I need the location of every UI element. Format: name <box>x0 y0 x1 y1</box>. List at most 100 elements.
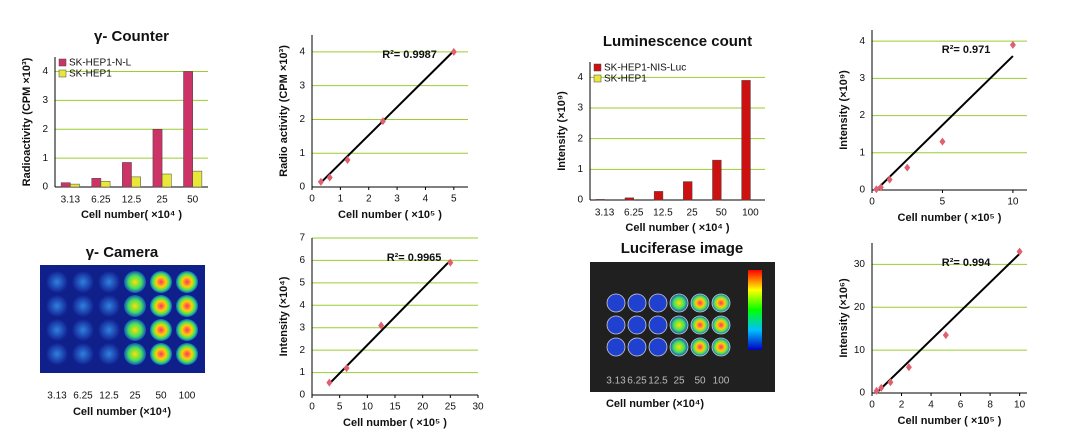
legend-label: SK-HEP1 <box>604 74 647 85</box>
well-spot <box>176 295 198 317</box>
point <box>873 185 880 194</box>
well-spot <box>124 295 146 317</box>
x-tick-label: 5 <box>337 402 343 413</box>
x-tick-label: 30 <box>472 402 484 413</box>
point <box>343 364 350 373</box>
annotation: R²= 0.971 <box>942 44 991 56</box>
legend-swatch <box>593 63 602 72</box>
y-tick-label: 7 <box>299 233 305 244</box>
x-tick-label: 20 <box>417 402 429 413</box>
well-spot <box>606 315 626 335</box>
well-spot <box>46 295 68 317</box>
y-tick-label: 0 <box>859 388 865 399</box>
point <box>904 163 911 172</box>
well-spot <box>124 343 146 365</box>
well-spot <box>98 295 120 317</box>
well-spot <box>627 315 647 335</box>
y-tick-label: 2 <box>299 114 305 125</box>
well-spot <box>690 293 710 313</box>
x-tick-label: 0 <box>309 402 315 413</box>
y-tick-label: 3 <box>299 80 305 91</box>
y-tick-label: 10 <box>854 345 866 356</box>
well-spot <box>690 315 710 335</box>
y-axis-label: Radio activity (CPM ×10³) <box>278 45 290 177</box>
bar <box>60 182 71 188</box>
image-tick-label: 6.25 <box>627 376 647 387</box>
well-spot <box>627 337 647 357</box>
x-axis-label: Cell number( ×10⁴ ) <box>81 209 182 221</box>
legend-swatch <box>593 74 602 83</box>
x-tick-label: 3 <box>394 194 400 205</box>
x-tick-label: 10 <box>362 402 374 413</box>
x-axis-label: Cell number ( ×10⁵ ) <box>898 415 1002 427</box>
y-tick-label: 0 <box>299 182 305 193</box>
point <box>379 117 386 126</box>
y-axis-label: Radioactivity (CPM ×10³) <box>21 57 33 186</box>
annotation: R²= 0.9965 <box>387 252 442 264</box>
x-tick-label: 5 <box>940 197 946 208</box>
x-tick-label: 10 <box>1007 197 1019 208</box>
x-axis-label: Cell number ( ×10⁵ ) <box>338 209 442 221</box>
well-spot <box>669 337 689 357</box>
x-tick-label: 25 <box>157 195 169 206</box>
x-tick-label: 6.25 <box>624 208 644 219</box>
x-tick-label: 6 <box>958 400 964 411</box>
bar <box>100 180 111 188</box>
x-tick-label: 8 <box>987 400 993 411</box>
well-spot <box>690 337 710 357</box>
x-tick-label: 50 <box>716 208 728 219</box>
point <box>877 183 884 192</box>
y-tick-label: 2 <box>577 133 583 144</box>
x-tick-label: 0 <box>869 400 875 411</box>
well-spot <box>627 293 647 313</box>
legend-swatch <box>58 69 67 78</box>
y-tick-label: 1 <box>577 164 583 175</box>
well-spot <box>98 343 120 365</box>
legend-swatch <box>58 58 67 67</box>
y-tick-label: 3 <box>299 322 305 333</box>
bar <box>595 199 605 201</box>
bar <box>624 197 634 201</box>
point <box>317 177 324 186</box>
y-tick-label: 0 <box>299 390 305 401</box>
point <box>887 378 894 387</box>
point <box>1016 247 1023 256</box>
point <box>939 137 946 146</box>
x-tick-label: 3.13 <box>595 208 615 219</box>
well-spot <box>606 337 626 357</box>
y-tick-label: 5 <box>299 277 305 288</box>
bar <box>192 170 203 188</box>
image-tick-label: 50 <box>694 376 706 387</box>
bar <box>683 181 693 201</box>
x-tick-label: 25 <box>687 208 699 219</box>
well-spot <box>648 293 668 313</box>
bar <box>183 71 193 188</box>
x-tick-label: 12.5 <box>122 195 142 206</box>
x-tick-label: 0 <box>309 194 315 205</box>
well-spot <box>176 343 198 365</box>
legend-label: SK-HEP1 <box>69 69 112 80</box>
y-tick-label: 2 <box>859 110 865 121</box>
well-spot <box>72 319 94 341</box>
well-spot <box>46 343 68 365</box>
y-tick-label: 4 <box>299 300 305 311</box>
point <box>344 155 351 164</box>
chart-title: Luminescence count <box>603 33 752 50</box>
well-spot <box>46 319 68 341</box>
point <box>447 258 454 267</box>
y-tick-label: 0 <box>577 195 583 206</box>
x-tick-label: 15 <box>389 402 401 413</box>
x-tick-label: 1 <box>338 194 344 205</box>
x-tick-label: 3.13 <box>61 195 81 206</box>
y-tick-label: 1 <box>299 148 305 159</box>
y-tick-label: 4 <box>859 36 865 47</box>
image-tick-label: 25 <box>129 391 141 402</box>
bar <box>131 176 141 188</box>
legend-label: SK-HEP1-NIS-Luc <box>604 63 686 74</box>
point <box>886 175 893 184</box>
x-tick-label: 6.25 <box>91 195 111 206</box>
y-axis-label: Intensity (×10⁹) <box>556 91 568 171</box>
well-spot <box>711 337 731 357</box>
y-tick-label: 4 <box>577 72 583 83</box>
